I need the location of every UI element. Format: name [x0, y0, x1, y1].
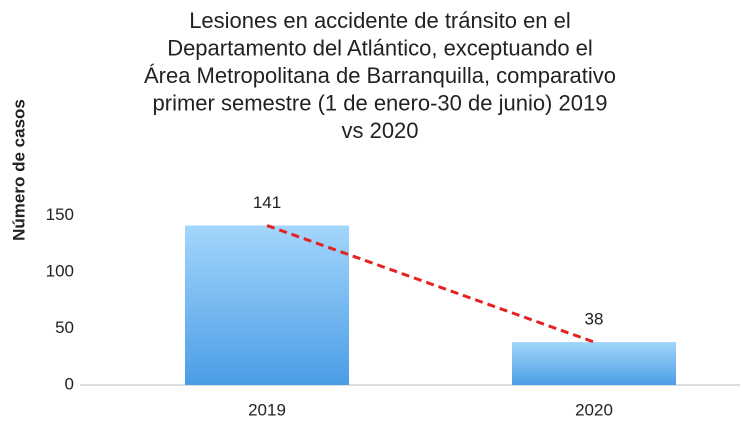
- trend-line: [266, 224, 595, 344]
- y-tick-label: 0: [65, 374, 74, 393]
- chart-title: Lesiones en accidente de tránsito en el: [189, 8, 571, 33]
- bar: [512, 342, 676, 385]
- y-tick-label: 150: [46, 205, 74, 224]
- chart-title: Departamento del Atlántico, exceptuando …: [167, 35, 593, 60]
- y-tick-label: 50: [55, 318, 74, 337]
- chart-title: Área Metropolitana de Barranquilla, comp…: [144, 63, 616, 88]
- x-tick-label: 2020: [575, 400, 613, 419]
- x-tick-label: 2019: [248, 400, 286, 419]
- bar: [185, 225, 349, 385]
- value-label: 141: [253, 193, 281, 212]
- y-axis-label: Número de casos: [9, 99, 28, 241]
- value-label: 38: [585, 309, 604, 328]
- chart-title: vs 2020: [341, 118, 418, 143]
- chart-title: primer semestre (1 de enero-30 de junio)…: [153, 90, 608, 115]
- y-tick-label: 100: [46, 261, 74, 280]
